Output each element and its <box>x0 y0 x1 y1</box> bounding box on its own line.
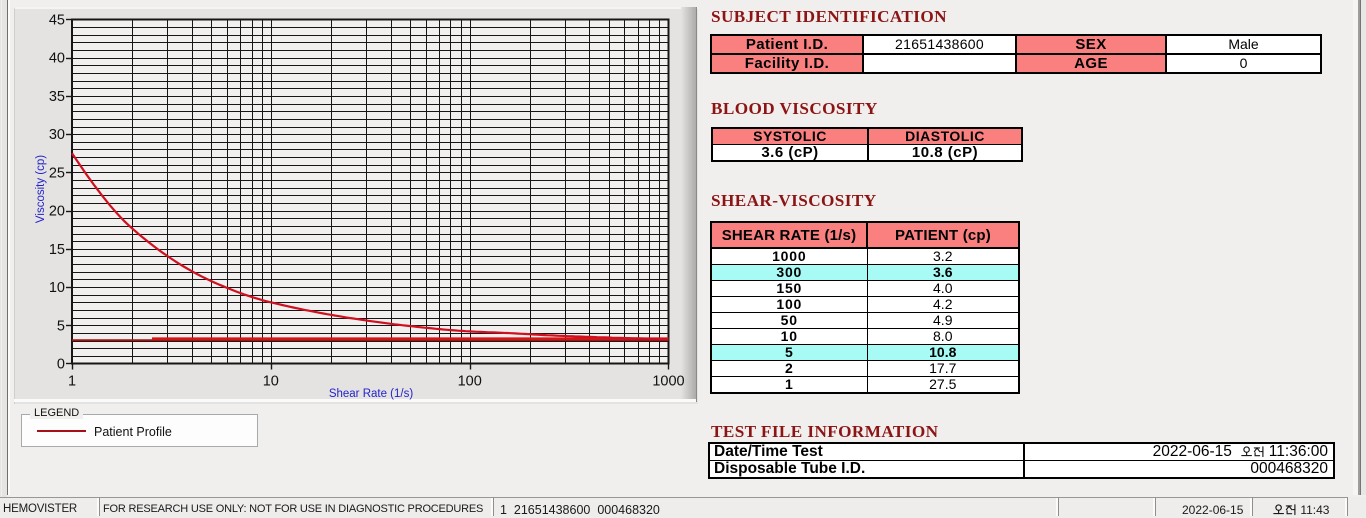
svg-text:20: 20 <box>49 204 65 220</box>
svg-text:10: 10 <box>49 280 65 296</box>
svg-text:40: 40 <box>49 51 65 67</box>
svg-text:35: 35 <box>49 89 65 105</box>
svg-text:Viscosity (cp): Viscosity (cp) <box>35 155 47 223</box>
svg-text:30: 30 <box>49 127 65 143</box>
svg-text:5: 5 <box>57 318 65 334</box>
svg-text:0: 0 <box>57 357 65 373</box>
svg-text:1000: 1000 <box>652 374 684 390</box>
svg-text:45: 45 <box>49 13 65 29</box>
svg-text:15: 15 <box>49 242 65 258</box>
svg-text:Shear Rate (1/s): Shear Rate (1/s) <box>329 388 414 400</box>
svg-text:10: 10 <box>263 374 279 390</box>
svg-text:25: 25 <box>49 165 65 181</box>
svg-text:100: 100 <box>458 374 482 390</box>
svg-text:1: 1 <box>68 374 76 390</box>
